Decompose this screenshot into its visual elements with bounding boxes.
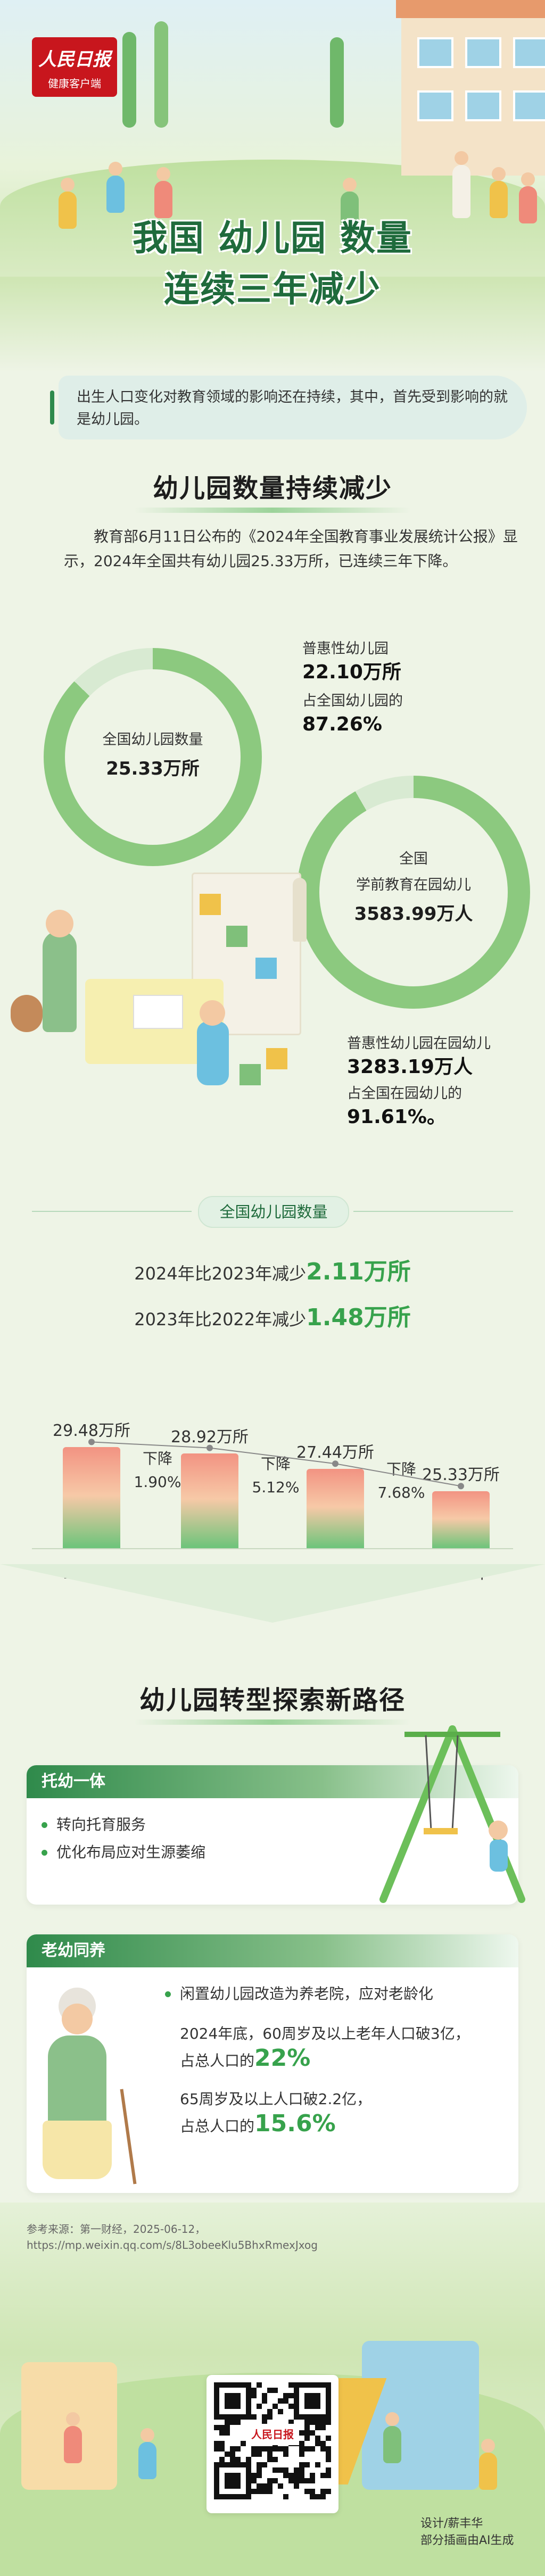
bar-value-label: 28.92万所 [171, 1428, 249, 1447]
hero-banner: 人民日报 健康客户端 我国 幼儿园 数量 连续三年减少 [0, 0, 545, 372]
drop-rate-label: 下降 5.12% [252, 1455, 300, 1496]
intro-text: 出生人口变化对教育领域的影响还在持续，其中，首先受到影响的就是幼儿园。 [77, 389, 508, 428]
card-tuoyou: 托幼一体 转向托育服务 优化布局应对生源萎缩 [27, 1765, 518, 1905]
stat-puhui-students-share-value: 91.61%。 [347, 1106, 446, 1128]
stat-puhui-students-value: 3283.19万人 [347, 1056, 473, 1078]
drop-rate-label: 下降 1.90% [134, 1450, 181, 1491]
credit-ai-note: 部分插画由AI生成 [420, 2534, 514, 2547]
stat-puhui-share-label: 占全国幼儿园的 [302, 693, 403, 709]
card-laoyou: 老幼同养 闲置幼儿园改造为养老院，应对老龄化 2024年底，60周岁及以上老年人… [27, 1934, 518, 2193]
compare-2023-2022-value: 1.48万所 [306, 1304, 411, 1331]
playroom-illustration [11, 862, 314, 1139]
stat-puhui-share-value: 87.26% [302, 713, 382, 735]
brand-logo-name: 人民日报 [38, 49, 111, 70]
elderly-child-illustration [37, 1982, 154, 2190]
stat-puhui-students-share-label: 占全国在园幼儿的 [347, 1085, 462, 1102]
tree-illustration [122, 32, 136, 128]
bar [181, 1453, 238, 1548]
section-paragraph-text: 教育部6月11日公布的《2024年全国教育事业发展统计公报》显示，2024年全国… [64, 528, 518, 570]
elderly-stat-65-prefix: 占总人口的 [180, 2117, 255, 2135]
kindergarten-building-illustration [396, 0, 545, 176]
stat-puhui-students-label: 普惠性幼儿园在园幼儿 [347, 1035, 491, 1052]
elderly-stat-60-value: 22% [254, 2045, 311, 2072]
bar [432, 1491, 490, 1548]
source-line1: 参考来源：第一财经，2025-06-12， [27, 2223, 206, 2236]
source-url[interactable]: https://mp.weixin.qq.com/s/8L3obeeKlu5Bh… [27, 2239, 318, 2251]
tree-illustration [330, 37, 344, 128]
qr-code[interactable]: 人民日报 [207, 2375, 338, 2513]
child-illustration [59, 178, 77, 229]
card-laoyou-title: 老幼同养 [27, 1934, 518, 1967]
child-illustration [154, 167, 172, 218]
ring-chart-students-center: 全国 学前教育在园幼儿 3583.99万人 [319, 798, 508, 986]
brand-logo-sub: 健康客户端 [48, 77, 101, 90]
swing-illustration [379, 1725, 525, 1903]
stat-puhui-students: 普惠性幼儿园在园幼儿 3283.19万人 占全国在园幼儿的 91.61%。 [347, 1033, 491, 1130]
page-title-line1: 我国 幼儿园 数量 [133, 218, 412, 259]
source-citation: 参考来源：第一财经，2025-06-12， https://mp.weixin.… [27, 2221, 318, 2253]
child-illustration [106, 162, 125, 213]
stat-puhui-label: 普惠性幼儿园 [302, 641, 389, 657]
teacher-illustration [452, 151, 470, 218]
brand-logo: 人民日报 健康客户端 [32, 37, 117, 97]
compare-2023-2022-text: 2023年比2022年减少 [134, 1309, 307, 1329]
drop-rate-label: 下降 7.68% [377, 1460, 425, 1501]
bar [307, 1469, 364, 1548]
page-title-line2: 连续三年减少 [164, 269, 381, 310]
elderly-stat-65: 65周岁及以上人口破2.2亿， 占总人口的15.6% [165, 2087, 506, 2139]
tree-illustration [154, 21, 168, 128]
compare-2024-2023-text: 2024年比2023年减少 [134, 1264, 307, 1284]
elderly-stat-65-value: 15.6% [254, 2110, 336, 2137]
section-title-decline-text: 幼儿园数量持续减少 [152, 473, 392, 503]
section-title-transform-text: 幼儿园转型探索新路径 [139, 1685, 406, 1715]
ring-students-value: 3583.99万人 [354, 903, 473, 925]
bar-chart-baseline [32, 1548, 513, 1549]
elderly-stat-60: 2024年底，60周岁及以上老年人口破3亿， 占总人口的22% [165, 2022, 506, 2073]
down-chevron-icon [0, 1564, 545, 1623]
credit-designer: 设计/薪丰华 [420, 2517, 483, 2530]
intro-callout: 出生人口变化对教育领域的影响还在持续，其中，首先受到影响的就是幼儿园。 [50, 376, 527, 439]
qr-brand-label: 人民日报 [246, 2424, 299, 2445]
compare-2024-2023-value: 2.11万所 [306, 1258, 411, 1285]
compare-2023-2022: 2023年比2022年减少1.48万所 [0, 1298, 545, 1332]
child-illustration [490, 167, 508, 218]
ring-total-label: 全国幼儿园数量 [102, 732, 203, 748]
ring-students-label1: 全国 [399, 851, 428, 867]
elderly-stat-60-prefix: 占总人口的 [180, 2052, 255, 2070]
page-title: 我国 幼儿园 数量 连续三年减少 [0, 213, 545, 315]
stat-puhui-value: 22.10万所 [302, 661, 401, 683]
ring-chart-total-center: 全国幼儿园数量 25.33万所 [65, 669, 241, 845]
list-item: 转向托育服务 [42, 1811, 503, 1839]
compare-2024-2023: 2024年比2023年减少2.11万所 [0, 1252, 545, 1286]
qr-code-pattern [214, 2382, 331, 2499]
card-laoyou-item-text: 闲置幼儿园改造为养老院，应对老龄化 [180, 1985, 434, 2002]
ring-students-label2: 学前教育在园幼儿 [356, 877, 471, 893]
child-illustration [519, 172, 537, 223]
credit: 设计/薪丰华 部分插画由AI生成 [420, 2515, 514, 2549]
card-tuoyou-list: 转向托育服务 优化布局应对生源萎缩 [27, 1798, 518, 1879]
stat-puhui-kindergartens: 普惠性幼儿园 22.10万所 占全国幼儿园的 87.26% [302, 638, 403, 737]
section-title-decline: 幼儿园数量持续减少 [0, 467, 545, 513]
section-title-transform: 幼儿园转型探索新路径 [0, 1679, 545, 1725]
section-paragraph: 教育部6月11日公布的《2024年全国教育事业发展统计公报》显示，2024年全国… [64, 525, 522, 574]
card-laoyou-item: 闲置幼儿园改造为养老院，应对老龄化 [165, 1982, 506, 2006]
bar [63, 1447, 120, 1548]
elderly-stat-65-line1: 65周岁及以上人口破2.2亿， [180, 2090, 372, 2108]
ring-total-value: 25.33万所 [106, 758, 200, 779]
list-item: 优化布局应对生源萎缩 [42, 1839, 503, 1866]
bar-value-label: 29.48万所 [53, 1422, 130, 1440]
pill-title-count: 全国幼儿园数量 [198, 1196, 349, 1228]
child-illustration [341, 178, 359, 229]
elderly-stat-60-line1: 2024年底，60周岁及以上老年人口破3亿， [180, 2025, 470, 2042]
